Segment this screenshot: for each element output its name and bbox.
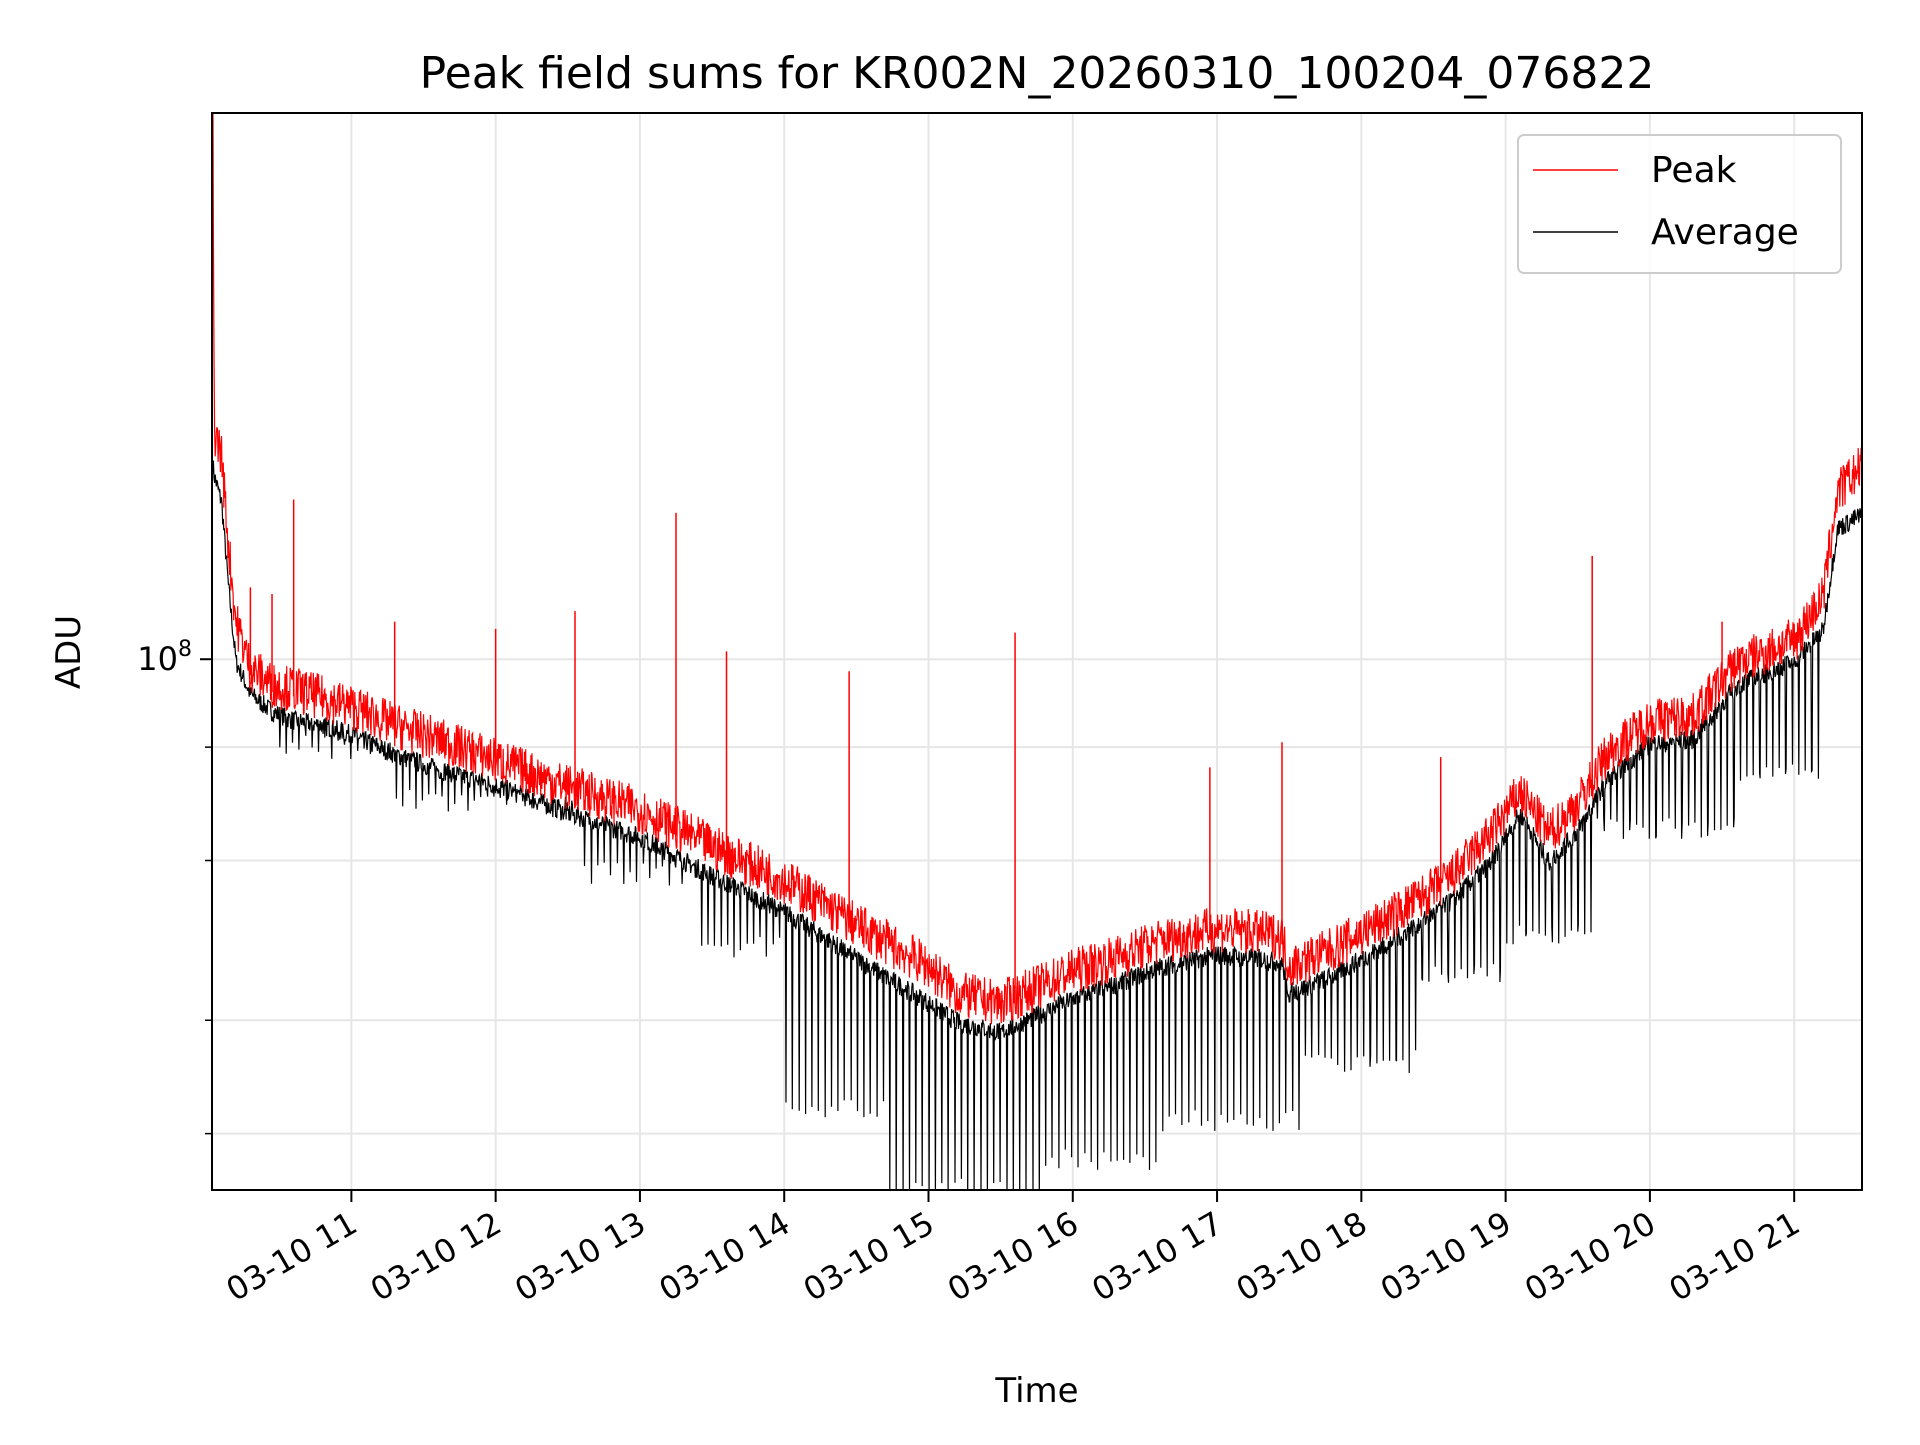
series-line-peak <box>212 113 1862 1025</box>
plot-frame <box>211 112 1863 1191</box>
series-line-average <box>212 460 1862 1190</box>
legend-label-peak: Peak <box>1651 150 1737 191</box>
series-group <box>212 113 1862 1190</box>
chart-title: Peak field sums for KR002N_20260310_1002… <box>420 48 1655 99</box>
y-axis-label: ADU <box>49 615 89 689</box>
x-axis-label: Time <box>994 1371 1078 1411</box>
legend: Peak Average <box>1517 134 1842 274</box>
y-axis-ticks: 108 <box>137 637 212 1135</box>
legend-label-average: Average <box>1651 212 1799 253</box>
y-tick-label: 108 <box>137 637 192 678</box>
plot-series <box>212 113 1862 1190</box>
